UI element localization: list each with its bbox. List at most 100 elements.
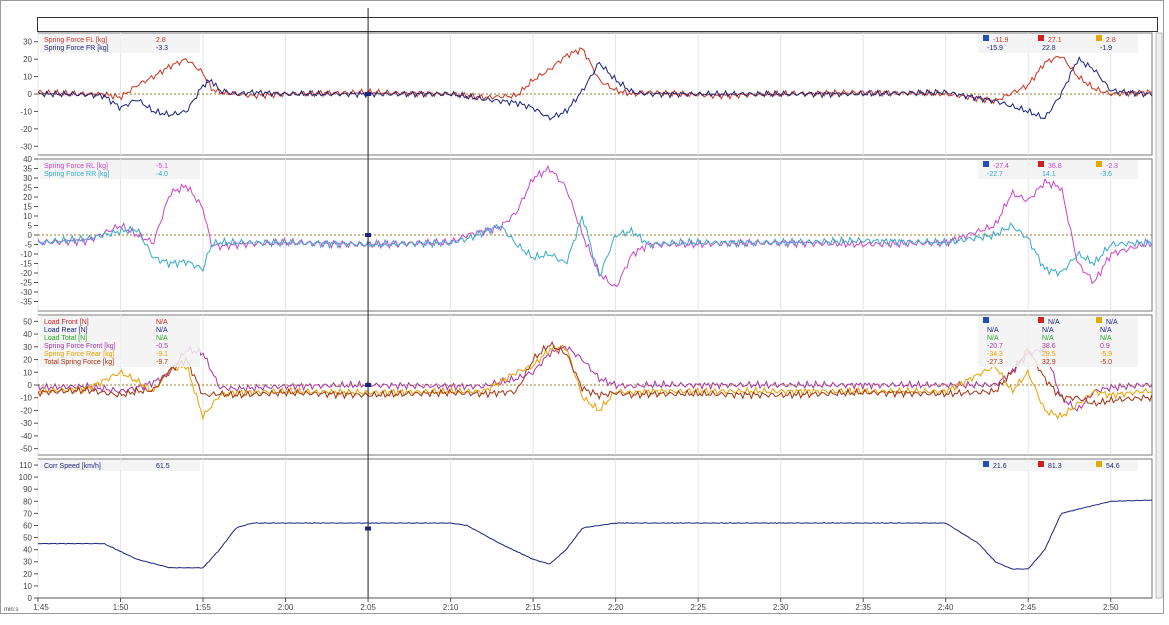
min-icon (983, 461, 989, 467)
stat-value: 27.1 (1048, 37, 1062, 44)
stat-value: 54.6 (1106, 463, 1120, 470)
y-tick-label: 20 (23, 55, 32, 64)
y-tick-label: 110 (19, 461, 32, 470)
series-line-2 (38, 215, 1152, 278)
x-tick-label: 2:15 (525, 603, 541, 612)
avg-icon (1096, 461, 1102, 467)
legend: Spring Force RL [kg] -5.1 Spring Force RR … (40, 160, 200, 179)
legend-entry: Total Spring Force [kg] (44, 359, 114, 366)
y-tick-label: -35 (20, 298, 32, 307)
y-tick-label: 20 (23, 570, 32, 579)
legend-bg (40, 34, 200, 53)
x-axis-unit: min:s (4, 607, 18, 613)
legend-value: -5.1 (156, 163, 168, 170)
y-tick-label: -10 (20, 394, 32, 403)
legend-entry: Load Total [N] (44, 335, 87, 342)
y-tick-label: -20 (20, 125, 32, 134)
stat-value: 2.8 (1106, 37, 1116, 44)
stats-box: -27.4 36.8 -2.3 -22.7 14.1 -3.6 (978, 160, 1138, 179)
y-tick-label: 25 (23, 184, 32, 193)
x-tick-label: 1:50 (113, 603, 129, 612)
avg-icon (1096, 317, 1102, 323)
y-tick-label: 30 (23, 558, 32, 567)
legend-value: -4.0 (156, 171, 168, 178)
max-icon (1038, 35, 1044, 41)
y-tick-label: -10 (20, 250, 32, 259)
y-tick-label: 40 (23, 330, 32, 339)
stat-value: -1.9 (1100, 45, 1112, 52)
legend-bg (40, 460, 200, 471)
legend-entry: Spring Force RR [kg] (44, 171, 109, 178)
x-tick-label: 2:40 (938, 603, 954, 612)
y-tick-label: 50 (23, 534, 32, 543)
vertical-scrollbar[interactable] (1155, 32, 1163, 599)
legend-value: -9.7 (156, 359, 168, 366)
cursor-marker (365, 383, 372, 387)
legend-value: N/A (156, 327, 168, 334)
max-icon (1038, 161, 1044, 167)
y-tick-label: 10 (23, 212, 32, 221)
y-tick-label: 90 (23, 485, 32, 494)
legend-value: 2.8 (156, 37, 166, 44)
legend-bg (40, 316, 200, 367)
stat-value: 22.8 (1042, 45, 1056, 52)
y-tick-label: 20 (23, 193, 32, 202)
cursor-marker (365, 526, 372, 531)
y-tick-label: -50 (20, 445, 32, 454)
stat-value: -3.6 (1100, 171, 1112, 178)
legend-entry: Corr Speed [km/h] (44, 463, 101, 470)
stat-value: N/A (1042, 335, 1054, 342)
stat-value: N/A (1100, 335, 1112, 342)
cursor-marker (365, 92, 372, 96)
stat-value: 32.9 (1042, 359, 1056, 366)
stats-box: N/A N/AN/A N/A N/AN/A N/A N/A-20.7 38.6 0.9-34.… (978, 316, 1138, 367)
y-tick-label: 10 (23, 73, 32, 82)
stat-value: -5.0 (1100, 359, 1112, 366)
legend-entry: Spring Force FL [kg] (44, 37, 107, 44)
y-tick-label: -5 (25, 241, 33, 250)
y-tick-label: 5 (28, 222, 33, 231)
x-tick-label: 2:05 (360, 603, 376, 612)
y-tick-label: 10 (23, 368, 32, 377)
min-icon (983, 317, 989, 323)
max-icon (1038, 317, 1044, 323)
series-line-2 (38, 56, 1152, 121)
legend-entry: Spring Force Rear [kg] (44, 351, 114, 358)
y-tick-label: 20 (23, 356, 32, 365)
y-tick-label: 10 (23, 582, 32, 591)
x-tick-label: 2:00 (278, 603, 294, 612)
legend-entry: Spring Force FR [kg] (44, 45, 109, 52)
stat-value: N/A (1100, 327, 1112, 334)
stat-value: -11.9 (993, 37, 1009, 44)
x-tick-label: 2:45 (1020, 603, 1036, 612)
stat-value: 38.6 (1042, 343, 1056, 350)
legend-entry: Spring Force Front [kg] (44, 343, 116, 350)
stat-value: N/A (987, 335, 999, 342)
y-tick-label: 80 (23, 497, 32, 506)
y-tick-label: -15 (20, 260, 32, 269)
x-tick-label: 2:50 (1103, 603, 1119, 612)
y-tick-label: 15 (23, 203, 32, 212)
avg-icon (1096, 35, 1102, 41)
y-tick-label: -30 (20, 419, 32, 428)
y-tick-label: 100 (19, 473, 33, 482)
stat-value: 14.1 (1042, 171, 1056, 178)
stat-value: -20.7 (987, 343, 1003, 350)
y-tick-label: 0 (28, 90, 33, 99)
stats-bg (978, 460, 1138, 471)
series-line-1 (38, 345, 1152, 412)
stat-value: 81.3 (1048, 463, 1062, 470)
y-tick-label: 35 (23, 165, 32, 174)
stat-value: N/A (1106, 319, 1118, 326)
series-line-1 (38, 164, 1152, 288)
min-icon (983, 161, 989, 167)
y-axis: 30 20 10 0 -10 -20 -30 (20, 38, 38, 151)
y-tick-label: 0 (28, 381, 33, 390)
legend-value: N/A (156, 319, 168, 326)
x-tick-label: 2:25 (690, 603, 706, 612)
x-axis: min:s 1:45 1:50 1:55 2:00 2:05 2:10 2:15 2:20 2:2… (4, 597, 1152, 613)
